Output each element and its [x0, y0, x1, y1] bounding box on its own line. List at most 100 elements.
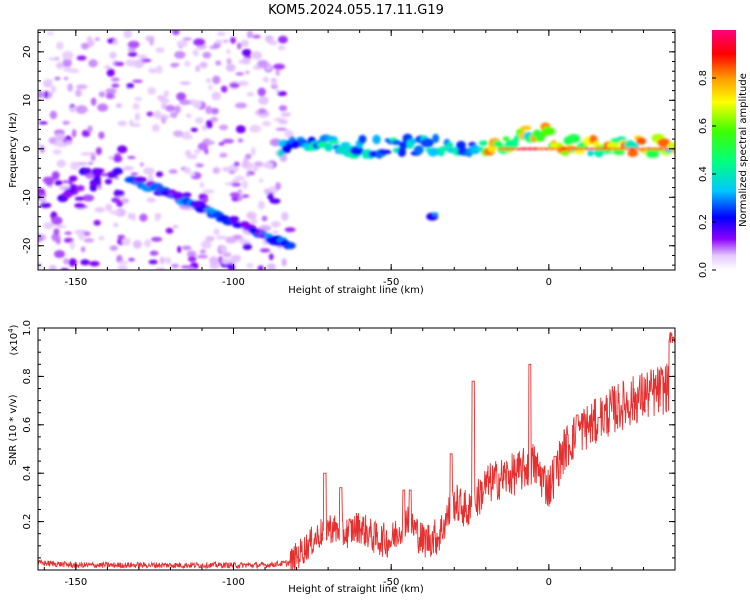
- noise-blob: [127, 47, 137, 53]
- x-tick-label: -100: [222, 577, 245, 588]
- noise-blob: [93, 180, 102, 187]
- noise-blob: [75, 105, 88, 114]
- noise-blob: [215, 39, 222, 45]
- noise-blob: [216, 31, 226, 36]
- colorbar-tick-label: 0.4: [698, 166, 709, 182]
- band-blob: [372, 134, 381, 145]
- streak-blob: [172, 191, 184, 200]
- noise-blob: [98, 91, 106, 98]
- noise-blob: [241, 48, 252, 57]
- noise-blob: [132, 79, 143, 83]
- noise-blob: [229, 256, 241, 263]
- band-blob: [446, 141, 454, 148]
- noise-blob: [284, 227, 296, 233]
- band-core: [498, 147, 506, 150]
- noise-blob: [62, 180, 69, 184]
- noise-blob: [88, 161, 94, 165]
- y-tick-label: 0.2: [22, 514, 33, 530]
- noise-blob: [61, 50, 74, 60]
- noise-blob: [55, 41, 64, 50]
- noise-blob: [244, 70, 250, 75]
- band-blob: [378, 149, 392, 155]
- noise-blob: [93, 219, 101, 226]
- band-blob: [645, 150, 659, 159]
- y-tick-label: 0.6: [22, 417, 33, 433]
- noise-blob: [264, 35, 274, 43]
- noise-blob: [84, 167, 92, 175]
- noise-blob: [245, 173, 251, 178]
- noise-blob: [235, 102, 247, 109]
- noise-blob: [213, 228, 220, 236]
- noise-blob: [235, 72, 245, 76]
- noise-blob: [107, 174, 119, 179]
- noise-blob: [222, 138, 235, 144]
- band-core: [560, 147, 568, 150]
- noise-blob: [259, 248, 271, 253]
- noise-blob: [220, 85, 228, 93]
- noise-blob: [215, 60, 222, 66]
- noise-blob: [253, 161, 264, 168]
- noise-blob: [80, 246, 86, 253]
- noise-blob: [197, 254, 209, 259]
- band-blob: [532, 129, 542, 139]
- noise-blob: [106, 68, 115, 77]
- noise-blob: [78, 231, 85, 241]
- band-blob: [340, 141, 351, 147]
- noise-blob: [129, 123, 141, 128]
- noise-blob: [181, 134, 193, 140]
- noise-blob: [209, 140, 215, 145]
- snr-y-exponent: (x104): [7, 324, 20, 355]
- noise-blob: [185, 113, 192, 119]
- band-blob: [456, 140, 466, 150]
- noise-blob: [56, 159, 67, 168]
- y-tick-label: 20: [22, 45, 33, 58]
- noise-blob: [202, 196, 209, 204]
- noise-blob: [132, 103, 140, 110]
- noise-blob: [182, 37, 192, 41]
- noise-blob: [153, 110, 162, 119]
- noise-blob: [112, 222, 119, 228]
- noise-blob: [43, 222, 55, 230]
- noise-blob: [55, 224, 67, 229]
- band-blob: [514, 134, 521, 141]
- band-core: [537, 147, 545, 150]
- x-tick-label: -150: [64, 277, 87, 288]
- noise-blob: [127, 212, 133, 220]
- band-blob: [502, 136, 510, 142]
- noise-blob: [231, 182, 241, 187]
- band-core: [577, 147, 585, 150]
- noise-blob: [155, 47, 165, 53]
- colorbar-axis: 0.0 0.2 0.4 0.6 0.8: [698, 70, 716, 278]
- noise-blob: [115, 103, 122, 109]
- noise-blob: [269, 198, 281, 204]
- noise-blob: [80, 152, 92, 156]
- noise-blob: [257, 87, 266, 97]
- noise-blob: [199, 249, 206, 254]
- noise-blob: [234, 175, 245, 181]
- noise-blob: [116, 200, 124, 208]
- noise-blob: [229, 192, 241, 198]
- band-core: [662, 147, 670, 150]
- noise-blob: [68, 175, 78, 182]
- noise-blob: [225, 63, 236, 72]
- noise-blob: [228, 170, 236, 175]
- noise-blob: [105, 92, 115, 100]
- noise-blob: [267, 40, 278, 46]
- noise-blob: [241, 180, 248, 190]
- noise-blob: [190, 127, 198, 132]
- colorbar: 0.0 0.2 0.4 0.6 0.8 Normalized spectral ampl…: [698, 30, 749, 278]
- noise-blob: [55, 237, 61, 245]
- colorbar-tick-label: 0.6: [698, 118, 709, 134]
- noise-blob: [116, 260, 129, 265]
- noise-blob: [75, 84, 88, 90]
- noise-blob: [44, 78, 54, 83]
- snr-panel: -150 -100 -50 0 0.2 0.4 0.6 0.8 1.0 Height of st…: [7, 320, 676, 595]
- noise-blob: [271, 79, 277, 86]
- noise-blob: [139, 213, 148, 222]
- noise-blob: [193, 100, 202, 109]
- band-blob: [667, 142, 675, 149]
- noise-blob: [100, 173, 109, 177]
- noise-blob: [277, 45, 286, 51]
- band-core: [645, 147, 653, 150]
- noise-blob: [46, 31, 54, 36]
